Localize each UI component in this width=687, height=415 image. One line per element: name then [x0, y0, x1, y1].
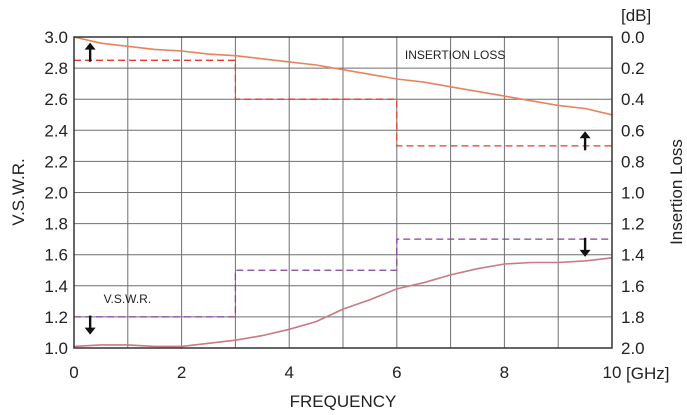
x-tick-label: 4	[284, 363, 293, 382]
annotation-v-s-w-r: V.S.W.R.	[104, 292, 152, 306]
annotations: INSERTION LOSS V.S.W.R.	[104, 48, 506, 306]
y-left-tick-label: 1.4	[44, 277, 68, 296]
arrow-head	[579, 249, 591, 257]
y-left-tick-label: 2.8	[44, 59, 68, 78]
y-left-tick-label: 1.2	[44, 308, 68, 327]
y-right-axis-unit: [dB]	[621, 6, 651, 25]
y-left-axis-title: V.S.W.R.	[9, 158, 28, 225]
x-tick-label: 10	[603, 363, 622, 382]
y-right-tick-label: 1.4	[621, 246, 645, 265]
arrow-up-insertion-right	[579, 131, 591, 151]
y-left-tick-label: 1.6	[44, 246, 68, 265]
y-left-tick-label: 2.2	[44, 152, 68, 171]
y-right-tick-label: 0.0	[621, 28, 645, 47]
x-axis-title: FREQUENCY	[290, 392, 397, 411]
y-left-tick-label: 3.0	[44, 28, 68, 47]
vswr-limit	[74, 238, 612, 318]
x-axis-unit: [GHz]	[626, 364, 669, 383]
x-tick-label: 2	[177, 363, 186, 382]
tick-labels: 0 2 4 6 8 10 3.0 2.8 2.6 2.4 2.2 2.0 1.8 1.6 1.4 1.2 1.0…	[44, 28, 644, 382]
y-right-tick-label: 0.6	[621, 121, 645, 140]
y-left-tick-label: 2.6	[44, 90, 68, 109]
series-v-s-w-r	[73, 257, 613, 348]
y-right-tick-label: 1.6	[621, 277, 645, 296]
y-right-tick-label: 2.0	[621, 339, 645, 358]
y-right-tick-label: 1.0	[621, 184, 645, 203]
y-right-axis-title: Insertion Loss	[667, 139, 686, 245]
arrow-head	[84, 42, 96, 50]
annotation-insertion-loss: INSERTION LOSS	[405, 48, 505, 62]
series-lines	[73, 36, 613, 348]
arrow-down-vswr-right	[579, 237, 591, 257]
y-left-tick-label: 2.4	[44, 121, 68, 140]
plot-frame	[73, 36, 613, 349]
y-right-tick-label: 0.4	[621, 90, 645, 109]
y-right-tick-label: 1.2	[621, 215, 645, 234]
arrow-up-insertion-left	[84, 42, 96, 62]
y-left-tick-label: 2.0	[44, 184, 68, 203]
arrow-head	[579, 131, 591, 139]
x-tick-label: 0	[69, 363, 78, 382]
series-insertion-loss	[73, 36, 613, 116]
insertion-loss-limit	[74, 59, 612, 147]
y-right-tick-label: 0.2	[621, 59, 645, 78]
y-right-tick-label: 1.8	[621, 308, 645, 327]
x-tick-label: 6	[392, 363, 401, 382]
arrow-head	[84, 327, 96, 335]
y-left-tick-label: 1.8	[44, 215, 68, 234]
arrows	[84, 42, 591, 335]
y-right-tick-label: 0.8	[621, 152, 645, 171]
y-left-tick-label: 1.0	[44, 339, 68, 358]
limit-lines	[74, 59, 612, 318]
x-tick-label: 8	[500, 363, 509, 382]
arrow-down-vswr-left	[84, 315, 96, 335]
